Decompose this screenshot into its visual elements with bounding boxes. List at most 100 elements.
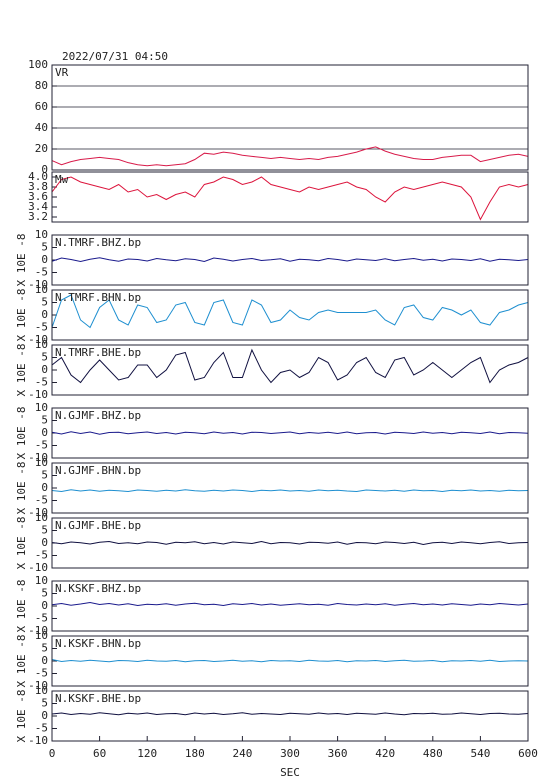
y-tick-label: 3.6: [28, 190, 48, 203]
y-tick-label: 5: [41, 642, 48, 655]
trace: [51, 431, 529, 435]
y-tick-label: 5: [41, 697, 48, 710]
y-tick-label: 10: [35, 684, 48, 697]
x-tick-label: 600: [518, 747, 538, 760]
y-tick-label: 0: [41, 599, 48, 612]
y-tick-label: 10: [35, 456, 48, 469]
panel-frame: [51, 407, 529, 459]
y-tick-label: -10: [28, 388, 48, 401]
panel-label: N.TMRF.BHN.bp: [55, 291, 141, 304]
trace: [51, 712, 529, 716]
y-tick-label: -10: [28, 561, 48, 574]
y-tick-label: 0: [41, 426, 48, 439]
y-axis-label: X 10E -8: [15, 690, 28, 743]
y-tick-label: 5: [41, 414, 48, 427]
trace: [51, 601, 529, 607]
y-tick-label: -5: [35, 439, 48, 452]
y-tick-label: 3.4: [28, 200, 48, 213]
panel-frame: [51, 580, 529, 632]
y-tick-label: 10: [35, 228, 48, 241]
y-tick-label: -10: [28, 506, 48, 519]
panel-label: Mw: [55, 173, 69, 186]
chart-title: 2022/07/31 04:50: [62, 50, 168, 63]
y-tick-label: 10: [35, 511, 48, 524]
trace: [51, 659, 529, 663]
y-tick-label: 3.2: [28, 210, 48, 223]
y-axis-label: X 10E -8: [15, 517, 28, 570]
panel-frame: [51, 344, 529, 396]
x-tick-label: 60: [93, 747, 106, 760]
y-axis-label: X 10E -8: [15, 234, 28, 287]
x-tick-label: 420: [375, 747, 395, 760]
y-tick-label: 40: [35, 121, 48, 134]
panel-label: N.GJMF.BHE.bp: [55, 519, 141, 532]
y-axis-label: X 10E -8: [15, 407, 28, 460]
y-tick-label: 80: [35, 79, 48, 92]
panel-label: N.KSKF.BHN.bp: [55, 637, 141, 650]
panel-label: N.GJMF.BHN.bp: [55, 464, 141, 477]
x-tick-label: 180: [185, 747, 205, 760]
y-tick-label: 5: [41, 469, 48, 482]
y-tick-label: -10: [28, 624, 48, 637]
y-tick-label: 5: [41, 351, 48, 364]
y-tick-label: 10: [35, 401, 48, 414]
trace: [51, 489, 529, 493]
trace: [51, 146, 529, 167]
panel-frame: [51, 635, 529, 687]
y-tick-label: 0: [41, 709, 48, 722]
x-tick-label: 120: [137, 747, 157, 760]
y-tick-label: -10: [28, 451, 48, 464]
y-tick-label: 5: [41, 587, 48, 600]
y-tick-label: 0: [41, 654, 48, 667]
panel-frame: [51, 462, 529, 514]
x-tick-label: 0: [49, 747, 56, 760]
x-tick-label: 360: [328, 747, 348, 760]
y-tick-label: 10: [35, 283, 48, 296]
y-tick-label: 5: [41, 241, 48, 254]
y-axis-label: X 10E -8: [15, 580, 28, 633]
y-tick-label: 60: [35, 100, 48, 113]
y-tick-label: 0: [41, 363, 48, 376]
y-axis-label: X 10E -8: [15, 344, 28, 397]
y-tick-label: -5: [35, 722, 48, 735]
y-tick-label: -5: [35, 549, 48, 562]
y-tick-label: 5: [41, 296, 48, 309]
x-axis-label: SEC: [280, 766, 300, 779]
y-axis-label: X 10E -8: [15, 635, 28, 688]
y-tick-label: 10: [35, 574, 48, 587]
panel-label: N.TMRF.BHZ.bp: [55, 236, 141, 249]
y-tick-label: 4.0: [28, 170, 48, 183]
y-tick-label: 3.8: [28, 180, 48, 193]
y-tick-label: -5: [35, 266, 48, 279]
y-tick-label: -5: [35, 667, 48, 680]
y-tick-label: -5: [35, 494, 48, 507]
y-tick-label: 20: [35, 142, 48, 155]
x-tick-label: 240: [232, 747, 252, 760]
panel-label: N.KSKF.BHZ.bp: [55, 582, 141, 595]
trace: [51, 294, 529, 329]
y-tick-label: 0: [41, 163, 48, 176]
trace: [51, 348, 529, 384]
y-tick-label: -5: [35, 321, 48, 334]
panel-label: N.KSKF.BHE.bp: [55, 692, 141, 705]
y-tick-label: 0: [41, 481, 48, 494]
y-tick-label: 10: [35, 338, 48, 351]
panel-label: N.GJMF.BHZ.bp: [55, 409, 141, 422]
y-tick-label: 10: [35, 629, 48, 642]
panel-frame: [51, 234, 529, 286]
y-tick-label: -10: [28, 734, 48, 747]
panel-frame: [51, 171, 529, 223]
trace: [51, 176, 529, 221]
y-tick-label: 0: [41, 308, 48, 321]
y-axis-label: X 10E -8: [15, 462, 28, 515]
trace: [51, 540, 529, 546]
y-tick-label: 100: [28, 58, 48, 71]
y-tick-label: -10: [28, 679, 48, 692]
x-tick-label: 540: [470, 747, 490, 760]
y-tick-label: 0: [41, 536, 48, 549]
panel-frame: [51, 517, 529, 569]
y-tick-label: -10: [28, 278, 48, 291]
panel-frame: [51, 289, 529, 341]
